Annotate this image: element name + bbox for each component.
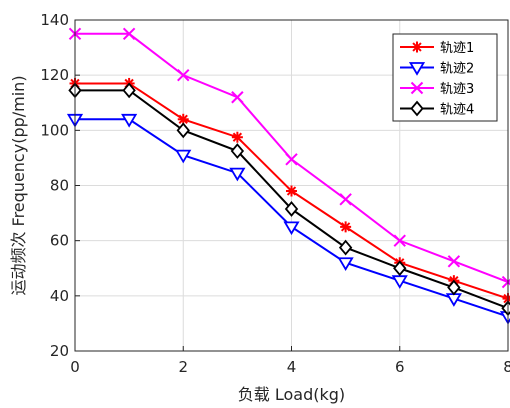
x-axis-label: 负载 Load(kg): [238, 385, 345, 404]
series-4-point: [393, 260, 407, 277]
x-tick-label: 8: [503, 358, 510, 376]
series-1-point: [231, 131, 243, 143]
y-tick-label: 120: [40, 66, 69, 84]
y-tick-label: 140: [40, 11, 69, 29]
series-2-point: [337, 257, 354, 272]
y-tick-label: 40: [50, 287, 69, 305]
y-axis-label: 运动频次 Frequency(pp/min): [9, 75, 28, 295]
legend-label-3: 轨迹3: [440, 82, 474, 97]
series-3-point: [177, 68, 190, 82]
series-3-point: [339, 193, 352, 206]
x-tick-label: 4: [287, 358, 297, 376]
series-3-point: [393, 234, 406, 247]
series-2-point: [121, 113, 138, 128]
legend-label-1: 轨迹1: [440, 41, 474, 56]
series-3-point: [122, 27, 136, 40]
series-4-point: [447, 279, 461, 296]
series-1-point: [286, 185, 297, 197]
legend-marker-1: [411, 41, 423, 53]
series-3-point: [447, 255, 461, 268]
series-4-point: [176, 122, 190, 139]
legend-label-2: 轨迹2: [440, 62, 474, 77]
x-tick-label: 2: [178, 358, 188, 376]
series-4-point: [230, 143, 245, 159]
legend-label-4: 轨迹4: [440, 103, 474, 118]
legend-marker-3: [410, 81, 424, 95]
series-markers: [66, 27, 510, 325]
y-tick-label: 60: [50, 232, 69, 250]
y-tick-label: 100: [40, 121, 69, 139]
legend-marker-4: [410, 100, 424, 117]
legend-box: [392, 33, 498, 122]
legend: 轨迹1 轨迹2 轨迹3 轨迹4: [392, 33, 498, 122]
y-tick-label: 80: [50, 177, 69, 195]
x-tick-label: 6: [395, 358, 405, 376]
series-2-point: [229, 167, 246, 182]
y-tick-label: 20: [50, 342, 69, 360]
series-3-point: [285, 153, 298, 166]
y-axis-ticks: 20 40 60 80 100 120 140: [40, 11, 80, 360]
series-4-point: [122, 82, 136, 99]
x-tick-label: 0: [70, 358, 80, 376]
series-2-point: [175, 149, 192, 164]
series-2-point: [283, 221, 300, 236]
series-4-point: [284, 201, 299, 217]
series-4-point: [338, 239, 353, 256]
series-3-point: [231, 91, 244, 104]
x-axis-ticks: 0 2 4 6 8: [70, 346, 510, 376]
legend-marker-2: [408, 62, 426, 76]
series-1-point: [340, 221, 352, 233]
series-2-point: [391, 275, 408, 289]
